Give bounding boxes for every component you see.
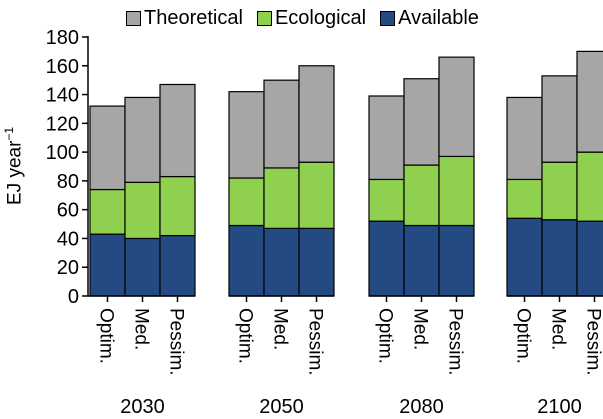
bar-2030-pessim-ecological <box>159 175 196 237</box>
bar-2100-med-theoretical <box>541 75 578 163</box>
bar-2080-optim-theoretical <box>368 95 405 181</box>
bar-2080-optim-available <box>368 220 405 297</box>
bar-2080-optim-ecological <box>368 178 405 222</box>
legend-item-theoretical: Theoretical <box>126 6 243 30</box>
x-tick-label-2080-optim: Optim. <box>375 308 396 364</box>
bar-2050-pessim-available <box>298 227 335 297</box>
y-tick-label-80: 80 <box>57 171 79 193</box>
y-tick-label-160: 160 <box>46 56 79 78</box>
bar-2050-med-theoretical <box>263 79 300 169</box>
bar-2100-optim-ecological <box>506 178 543 219</box>
legend-item-ecological: Ecological <box>256 6 367 30</box>
bar-2050-pessim-theoretical <box>298 65 335 163</box>
bar-2080-med-ecological <box>403 164 440 227</box>
x-tick-label-2030-optim: Optim. <box>96 308 117 364</box>
y-tick-label-20: 20 <box>57 257 79 279</box>
bar-2030-med-theoretical <box>124 96 161 183</box>
bar-2050-optim-theoretical <box>228 91 265 179</box>
x-tick-label-2100-med: Med. <box>548 308 569 350</box>
x-tick-label-2100-optim: Optim. <box>513 308 534 364</box>
bar-2080-pessim-theoretical <box>438 56 475 158</box>
x-tick-label-2030-pessim: Pessim. <box>166 308 187 376</box>
bar-2030-med-ecological <box>124 181 161 240</box>
bar-2100-med-available <box>541 219 578 297</box>
legend-swatch-available <box>380 10 396 26</box>
bar-2080-med-theoretical <box>403 78 440 166</box>
group-label-2100: 2100 <box>537 396 582 418</box>
legend-label-theoretical: Theoretical <box>144 7 243 29</box>
y-tick-label-100: 100 <box>46 142 79 164</box>
x-tick-label-2050-optim: Optim. <box>235 308 256 364</box>
bar-2030-optim-theoretical <box>89 105 126 191</box>
bar-2100-pessim-theoretical <box>576 50 603 153</box>
bar-2050-med-available <box>263 227 300 297</box>
y-tick-label-40: 40 <box>57 228 79 250</box>
bar-2100-optim-theoretical <box>506 96 543 181</box>
y-tick-label-0: 0 <box>68 286 79 308</box>
bar-2050-med-ecological <box>263 167 300 229</box>
legend: Theoretical Ecological Available <box>126 6 479 30</box>
bar-2030-pessim-theoretical <box>159 83 196 178</box>
y-tick-label-120: 120 <box>46 113 79 135</box>
bar-2080-pessim-available <box>438 224 475 297</box>
legend-swatch-theoretical <box>126 10 141 26</box>
legend-swatch-ecological <box>256 10 272 26</box>
x-tick-label-2030-med: Med. <box>131 308 152 350</box>
y-tick-label-180: 180 <box>46 27 79 49</box>
group-label-2030: 2030 <box>120 396 165 418</box>
bar-2050-optim-available <box>228 224 265 297</box>
legend-item-available: Available <box>380 6 479 30</box>
y-tick-label-60: 60 <box>57 200 79 222</box>
bar-2030-optim-ecological <box>89 188 126 235</box>
y-tick-label-140: 140 <box>46 85 79 107</box>
bar-2100-pessim-available <box>576 220 603 297</box>
x-tick-label-2050-pessim: Pessim. <box>305 308 326 376</box>
bar-2100-optim-available <box>506 217 543 297</box>
bar-2030-optim-available <box>89 233 126 297</box>
bar-2050-pessim-ecological <box>298 161 335 229</box>
x-tick-label-2100-pessim: Pessim. <box>583 308 603 376</box>
bar-2030-med-available <box>124 237 161 297</box>
bar-2100-pessim-ecological <box>576 151 603 222</box>
bar-2100-med-ecological <box>541 161 578 221</box>
bar-2030-pessim-available <box>159 234 196 297</box>
legend-label-ecological: Ecological <box>274 7 367 29</box>
group-label-2050: 2050 <box>259 396 304 418</box>
x-tick-label-2080-med: Med. <box>410 308 431 350</box>
legend-label-available: Available <box>398 7 479 29</box>
bar-2050-optim-ecological <box>228 177 265 227</box>
x-tick-label-2050-med: Med. <box>270 308 291 350</box>
bar-2080-pessim-ecological <box>438 155 475 227</box>
x-tick-label-2080-pessim: Pessim. <box>445 308 466 376</box>
bar-2080-med-available <box>403 224 440 297</box>
group-label-2080: 2080 <box>399 396 444 418</box>
